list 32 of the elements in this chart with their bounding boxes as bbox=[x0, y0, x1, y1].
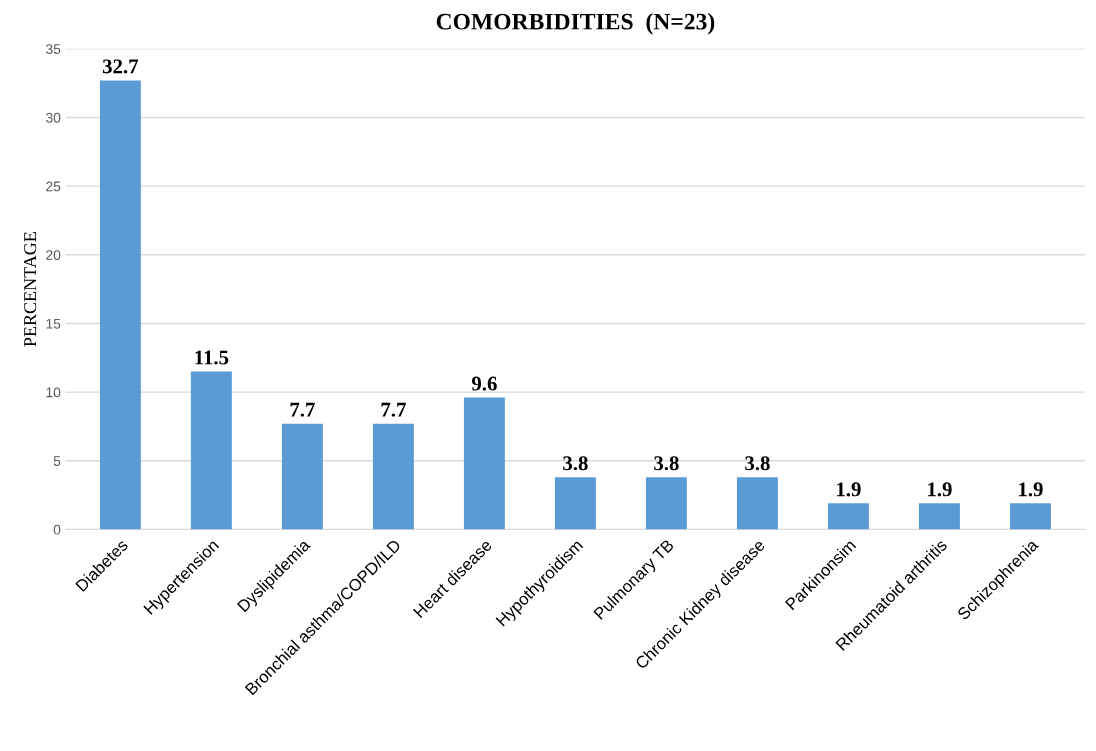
y-tick-label: 15 bbox=[46, 318, 61, 329]
data-label: 3.8 bbox=[563, 456, 588, 471]
bar bbox=[99, 80, 141, 530]
data-label: 3.8 bbox=[654, 456, 679, 471]
bar bbox=[190, 371, 232, 530]
bar bbox=[645, 477, 687, 530]
chart-title: COMORBIDITIES (N=23) bbox=[436, 12, 715, 35]
bar bbox=[281, 423, 323, 530]
data-label: 11.5 bbox=[195, 350, 229, 365]
data-label: 7.7 bbox=[381, 402, 406, 417]
data-label: 1.9 bbox=[1019, 482, 1043, 497]
bar bbox=[827, 503, 869, 530]
data-label: 32.7 bbox=[102, 59, 139, 74]
y-tick-label: 20 bbox=[46, 250, 61, 260]
bar bbox=[1009, 503, 1051, 530]
y-tick-label: 30 bbox=[45, 112, 61, 123]
y-axis-title: PERCENTAGE bbox=[24, 232, 37, 347]
bar bbox=[554, 477, 596, 530]
data-label: 7.7 bbox=[290, 402, 315, 417]
data-label: 9.6 bbox=[471, 376, 497, 391]
y-tick-label: 25 bbox=[46, 181, 61, 192]
bar bbox=[372, 423, 414, 530]
y-tick-label: 35 bbox=[45, 44, 61, 54]
data-label: 3.8 bbox=[745, 456, 770, 471]
bar bbox=[736, 477, 778, 530]
bar bbox=[918, 503, 960, 530]
bar bbox=[463, 397, 505, 530]
y-tick-label: 5 bbox=[53, 456, 61, 466]
y-tick-label: 10 bbox=[46, 387, 61, 398]
data-label: 1.9 bbox=[928, 482, 952, 497]
data-label: 1.9 bbox=[837, 482, 861, 497]
y-tick-label: 0 bbox=[53, 524, 61, 535]
